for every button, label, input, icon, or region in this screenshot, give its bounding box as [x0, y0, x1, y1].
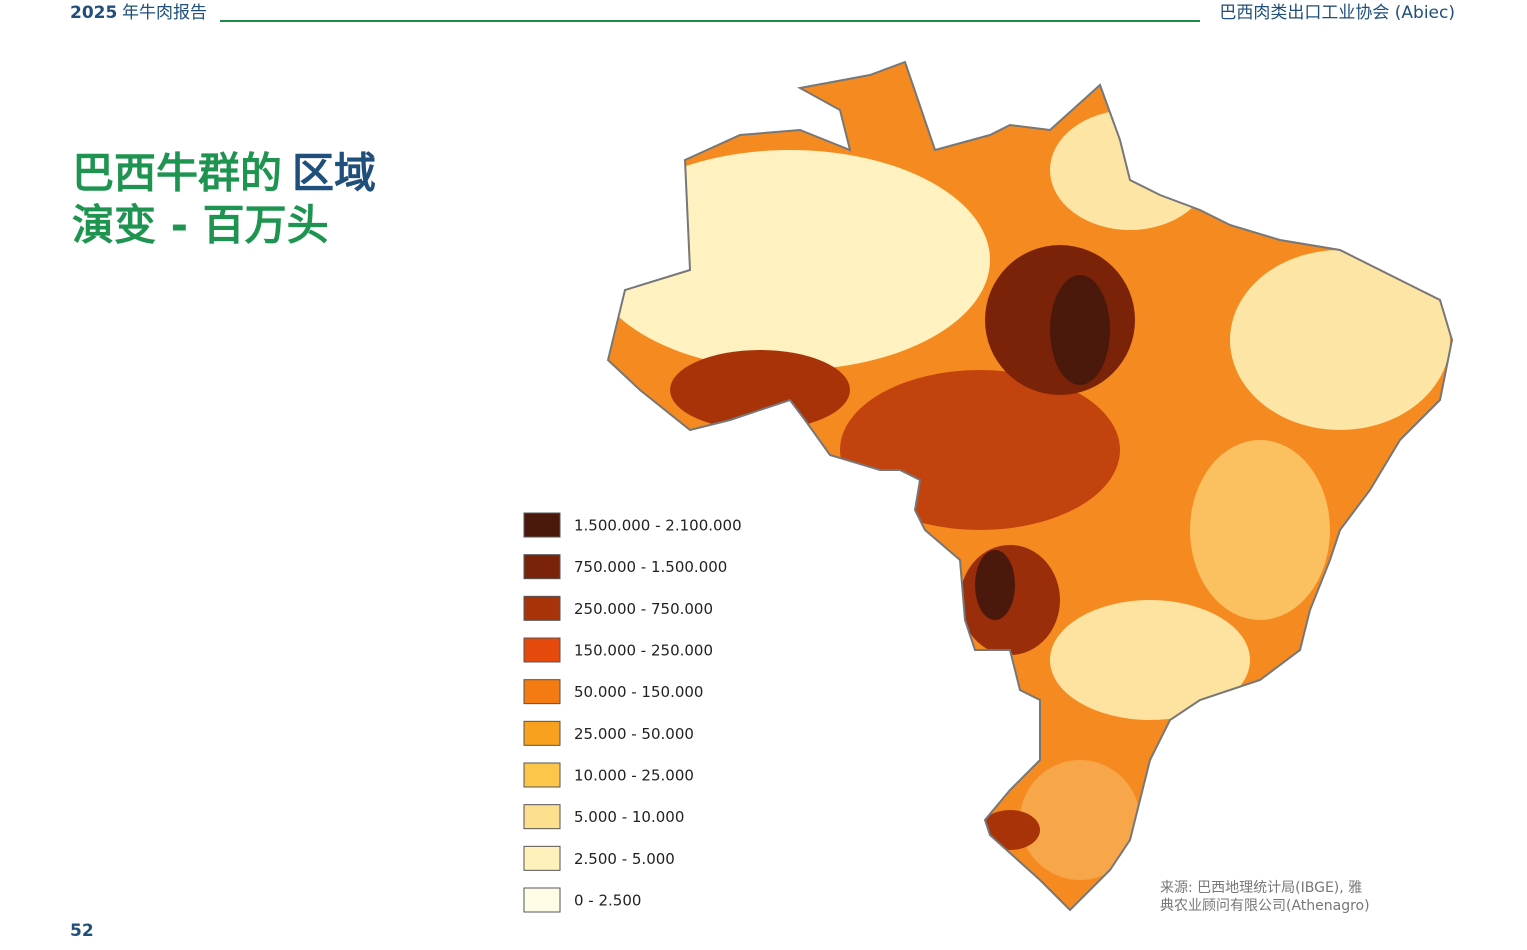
legend-label: 50.000 - 150.000	[574, 683, 703, 701]
legend-label: 25.000 - 50.000	[574, 725, 694, 743]
header-org: 巴西肉类出口工业协会 (Abiec)	[1219, 3, 1455, 23]
map-region	[608, 150, 990, 370]
legend-label: 0 - 2.500	[574, 892, 641, 910]
header-year: 2025	[70, 3, 117, 23]
legend-label: 2.500 - 5.000	[574, 850, 675, 868]
map-region	[670, 350, 850, 430]
legend-swatch	[523, 720, 561, 746]
page-number: 52	[70, 921, 94, 941]
legend-swatch	[523, 554, 561, 580]
map-outline	[606, 60, 1454, 912]
legend-swatch	[523, 637, 561, 663]
legend-label: 250.000 - 750.000	[574, 600, 713, 618]
map	[608, 62, 1452, 910]
legend-swatch	[523, 845, 561, 871]
map-region	[1050, 110, 1210, 230]
map-region	[840, 370, 1120, 530]
legend-swatch	[523, 762, 561, 788]
legend-swatch	[523, 679, 561, 705]
legend-label: 10.000 - 25.000	[574, 767, 694, 785]
legend-swatch	[523, 804, 561, 830]
map-region	[1020, 760, 1140, 880]
header-report: 年牛肉报告	[122, 3, 207, 23]
legend-label: 5.000 - 10.000	[574, 808, 684, 826]
legend-swatch	[523, 595, 561, 621]
legend-label: 750.000 - 1.500.000	[574, 558, 727, 576]
map-region	[1050, 275, 1110, 385]
legend-label: 1.500.000 - 2.100.000	[574, 517, 742, 535]
legend-label: 150.000 - 250.000	[574, 642, 713, 660]
source-line1: 来源: 巴西地理统计局(IBGE), 雅	[1160, 880, 1362, 896]
legend-swatch	[523, 512, 561, 538]
title-part1: 巴西牛群的	[72, 149, 282, 198]
legend-swatch	[523, 887, 561, 913]
title-part2: 区域	[292, 149, 376, 198]
legend: 1.500.000 - 2.100.000 750.000 - 1.500.000…	[523, 512, 742, 913]
map-region	[1230, 250, 1450, 430]
map-region	[1190, 440, 1330, 620]
map-region	[1050, 600, 1250, 720]
map-region	[975, 550, 1015, 620]
title-line2: 演变 - 百万头	[72, 201, 329, 250]
source-line2: 典农业顾问有限公司(Athenagro)	[1160, 898, 1370, 914]
